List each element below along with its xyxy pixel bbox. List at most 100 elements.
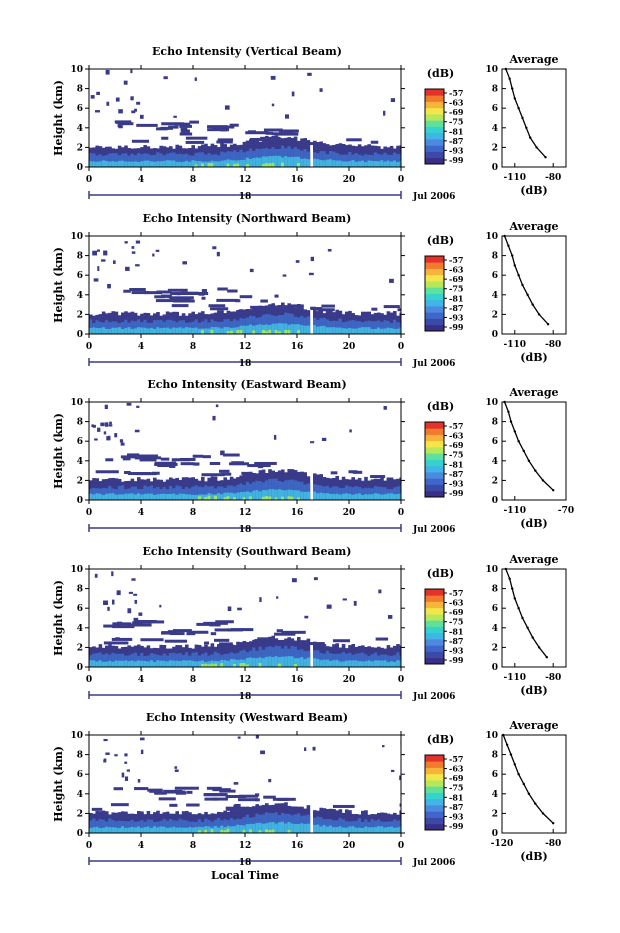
echo-cell <box>127 821 131 833</box>
echo-cell <box>91 424 94 428</box>
y-tick-label: 10 <box>70 65 83 75</box>
echo-cell <box>399 327 401 334</box>
echo-cell <box>341 493 346 500</box>
echo-cell <box>213 161 218 167</box>
echo-cell <box>249 158 253 167</box>
echo-cell <box>338 327 343 334</box>
echo-cell <box>103 250 108 256</box>
echo-cell <box>201 296 206 300</box>
echo-cell <box>89 493 93 500</box>
colorbar-band <box>425 595 444 602</box>
profile-y-tick-label: 0 <box>492 496 498 506</box>
echo-cell <box>367 327 371 334</box>
echo-cell <box>154 461 173 465</box>
echo-cell <box>172 327 176 334</box>
profile-y-tick-label: 8 <box>492 418 498 428</box>
x-tick-label: 16 <box>291 508 304 518</box>
echo-cell <box>114 660 119 667</box>
echo-cell <box>146 826 151 833</box>
profile-point <box>503 400 506 404</box>
echo-cell <box>108 328 112 334</box>
echo-cell <box>92 424 96 428</box>
echo-cell <box>117 486 122 500</box>
echo-cell <box>90 95 95 99</box>
colorbar-band <box>425 607 444 615</box>
x-tick-label: 8 <box>190 841 196 851</box>
echo-cell <box>174 122 191 126</box>
echo-cell <box>255 658 259 667</box>
echo-cell <box>377 493 381 500</box>
profile-x-tick-label: -80 <box>545 673 561 683</box>
echo-cell <box>287 146 291 167</box>
echo-cell <box>108 818 112 833</box>
echo-cell <box>268 496 272 500</box>
echo-cell <box>285 808 299 812</box>
echo-cell <box>329 660 333 667</box>
echo-cell <box>396 660 400 667</box>
echo-cell <box>370 160 375 167</box>
echo-cell <box>393 494 397 500</box>
echo-cell <box>165 160 170 167</box>
echo-cell <box>258 491 263 500</box>
colorbar-tick-label: -87 <box>449 469 463 479</box>
echo-cell <box>104 404 108 410</box>
y-tick-label: 6 <box>77 770 83 780</box>
echo-cell <box>165 661 170 667</box>
profile-y-tick-label: 6 <box>492 770 498 780</box>
echo-cell <box>180 129 190 133</box>
echo-cell <box>287 822 291 833</box>
y-axis-label: Height (km) <box>52 413 65 489</box>
echo-cell <box>96 91 100 95</box>
echo-cell <box>341 661 346 667</box>
echo-cell <box>304 615 309 619</box>
y-tick-label: 8 <box>77 85 83 95</box>
echo-cell <box>229 123 239 127</box>
y-tick-label: 10 <box>70 731 83 741</box>
echo-cell <box>361 810 365 833</box>
colorbar-tick-label: -87 <box>449 136 463 146</box>
echo-cell <box>345 328 349 334</box>
echo-cell <box>220 328 224 334</box>
echo-cell <box>175 660 179 667</box>
echo-cell <box>131 578 136 581</box>
echo-cell <box>271 657 275 667</box>
profile-point <box>517 607 520 610</box>
echo-cell <box>140 161 144 167</box>
echo-cell <box>233 826 237 833</box>
echo-cell <box>227 606 232 612</box>
echo-cell <box>300 491 304 500</box>
echo-cell <box>217 661 221 667</box>
y-tick-label: 0 <box>77 163 83 173</box>
echo-cell <box>271 103 275 107</box>
y-tick-label: 4 <box>77 790 83 800</box>
echo-cell <box>105 826 109 833</box>
echo-cell <box>261 658 266 667</box>
echo-cell <box>226 327 231 334</box>
echo-cell <box>259 597 262 603</box>
echo-cell <box>242 159 247 167</box>
echo-cell <box>217 138 234 142</box>
echo-cell <box>293 646 298 667</box>
echo-cell <box>130 153 135 167</box>
echo-cell <box>276 596 279 599</box>
echo-cell <box>239 825 243 833</box>
echo-cell <box>322 824 327 833</box>
echo-cell <box>156 161 160 167</box>
echo-cell <box>149 327 154 334</box>
echo-cell <box>108 827 112 833</box>
profile-point <box>552 822 555 825</box>
profile-point <box>522 449 525 453</box>
echo-cell <box>377 320 381 334</box>
echo-cell <box>386 327 391 334</box>
echo-cell <box>345 653 349 667</box>
echo-cell <box>117 327 122 334</box>
echo-cell <box>111 571 114 577</box>
echo-cell <box>143 291 162 295</box>
echo-cell <box>396 827 400 833</box>
colorbar-band <box>425 139 444 146</box>
echo-cell <box>115 97 120 102</box>
echo-cell <box>274 823 279 833</box>
echo-cell <box>297 156 301 167</box>
y-tick-label: 8 <box>77 252 83 262</box>
x-tick-label: 20 <box>343 342 356 352</box>
